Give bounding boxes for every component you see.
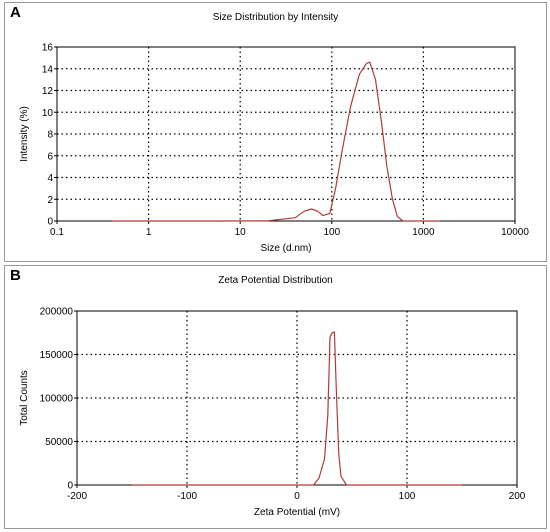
x-axis-label: Zeta Potential (mV) xyxy=(254,507,340,518)
y-tick-label: 2 xyxy=(47,195,53,206)
y-tick-label: 200000 xyxy=(40,307,74,318)
y-tick-label: 4 xyxy=(47,173,53,184)
chart-title-b: Zeta Potential Distribution xyxy=(218,275,333,286)
y-tick-label: 150000 xyxy=(40,350,74,361)
x-tick-label: 0.1 xyxy=(50,227,64,238)
y-tick-label: 0 xyxy=(47,217,53,228)
x-tick-label: 10 xyxy=(235,227,247,238)
y-tick-label: 14 xyxy=(42,64,54,75)
series-line xyxy=(132,331,462,486)
x-tick-label: 100 xyxy=(399,491,416,502)
x-tick-label: 100 xyxy=(323,227,340,238)
x-tick-label: 1000 xyxy=(412,227,435,238)
chart-panel-b: B Zeta Potential Distribution -200 -100 0 1… xyxy=(4,265,547,529)
y-tick-label: 16 xyxy=(42,43,54,54)
x-tick-label: -200 xyxy=(67,491,87,502)
x-axis-label: Size (d.nm) xyxy=(260,243,311,254)
y-tick-label: 8 xyxy=(47,130,53,141)
y-tick-label: 10 xyxy=(42,108,54,119)
panel-label-b: B xyxy=(10,267,21,284)
x-tick-label: -100 xyxy=(177,491,197,502)
y-tick-label: 6 xyxy=(47,151,53,162)
x-tick-label: 0 xyxy=(294,491,300,502)
y-tick-label: 12 xyxy=(42,86,54,97)
size-distribution-chart: 0.1 1 10 100 1000 10000 0 2 4 6 8 10 12 14 16 Size (d.n… xyxy=(19,43,529,255)
y-tick-label: 100000 xyxy=(40,394,74,405)
x-tick-label: 200 xyxy=(509,491,526,502)
y-axis-label: Intensity (%) xyxy=(19,106,30,162)
x-tick-label: 1 xyxy=(146,227,152,238)
y-tick-label: 0 xyxy=(67,481,73,492)
panel-label-a: A xyxy=(10,4,21,21)
chart-title-a: Size Distribution by Intensity xyxy=(212,12,339,23)
series-line xyxy=(112,61,440,222)
y-axis-label: Total Counts xyxy=(19,370,30,426)
chart-panel-a: A Size Distribution by Intensity 0.1 1 10 1… xyxy=(4,2,547,262)
zeta-potential-chart: -200 -100 0 100 200 0 50000 100000 150000 200000 Z… xyxy=(19,307,526,519)
y-tick-label: 50000 xyxy=(45,437,73,448)
x-tick-label: 10000 xyxy=(501,227,529,238)
